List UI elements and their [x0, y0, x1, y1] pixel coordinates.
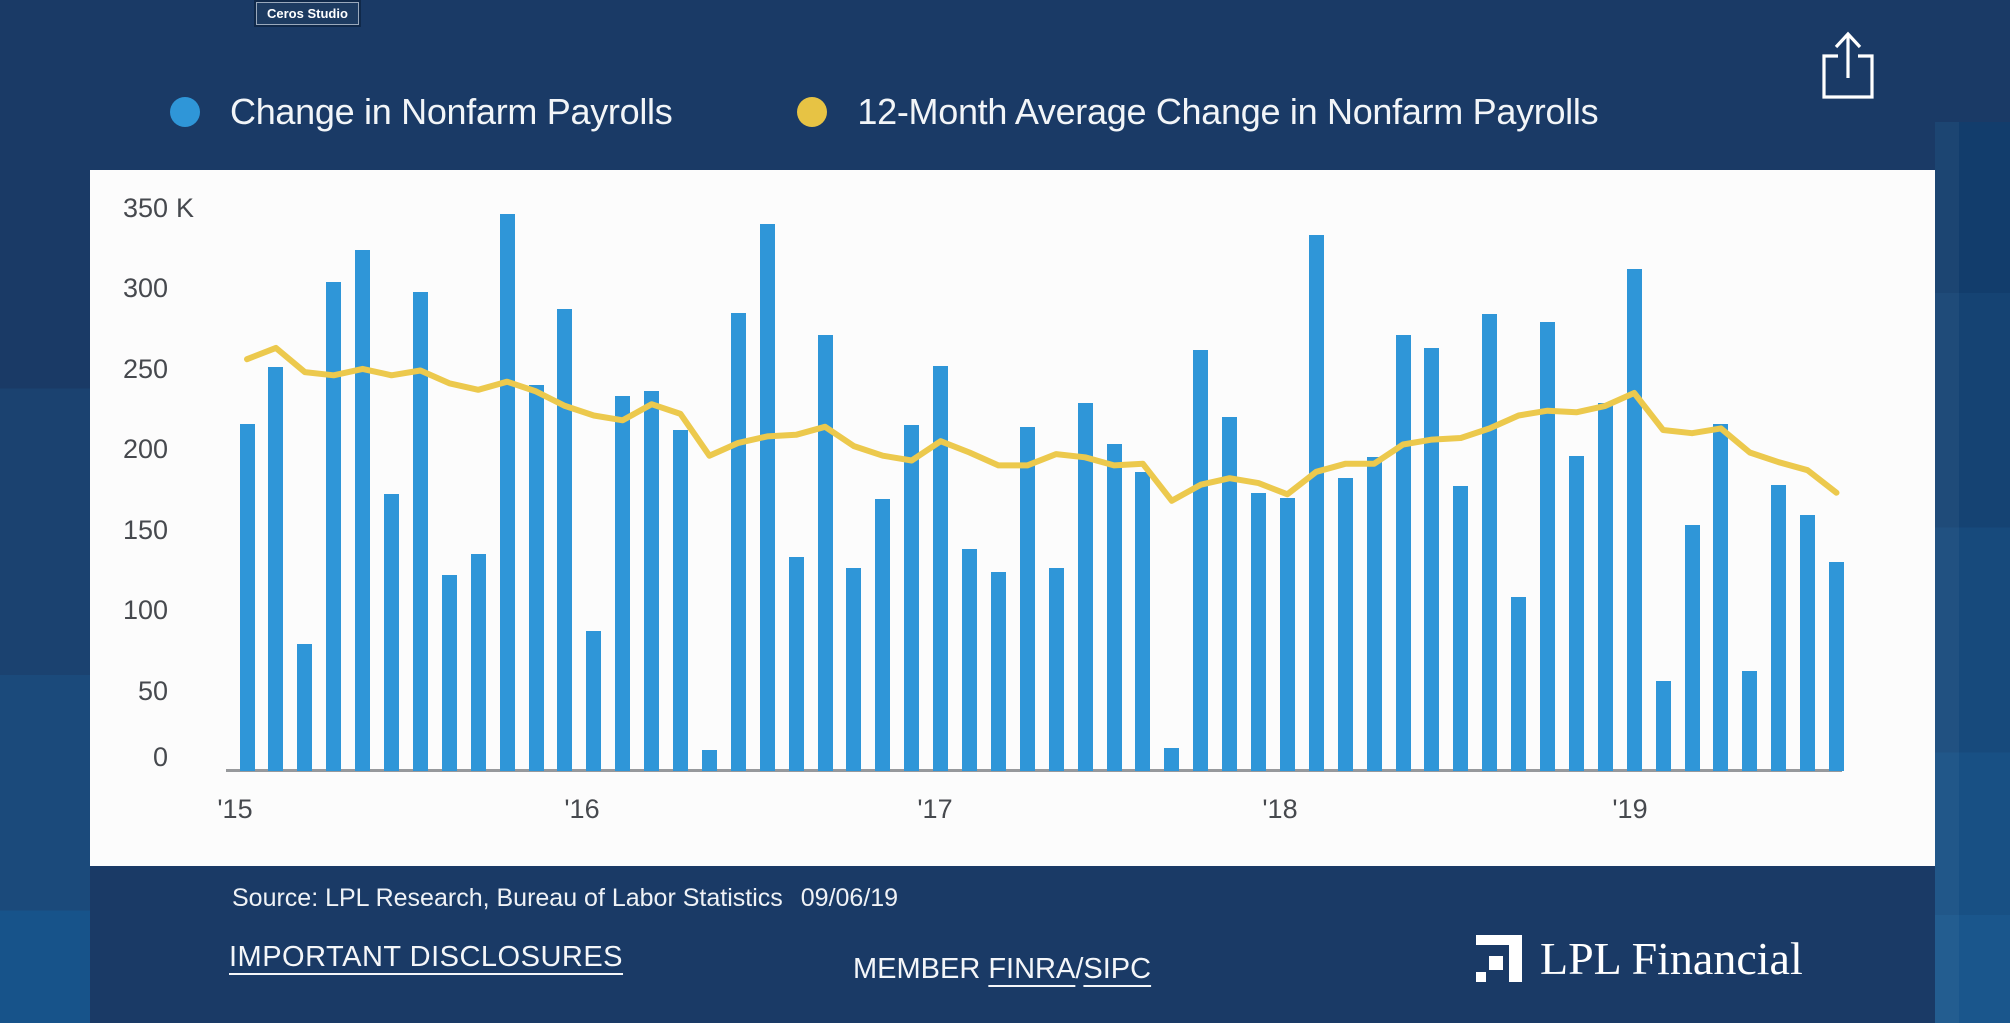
payrolls-bar: [297, 643, 313, 771]
payrolls-bar: [499, 214, 515, 771]
payrolls-bar: [875, 499, 891, 771]
share-icon[interactable]: [1812, 26, 1884, 104]
legend-label-average: 12-Month Average Change in Nonfarm Payro…: [857, 91, 1599, 132]
member-slash: /: [1075, 953, 1084, 985]
payrolls-bar: [326, 282, 342, 771]
payrolls-bar: [990, 571, 1006, 771]
ceros-studio-badge[interactable]: Ceros Studio: [256, 2, 359, 25]
payrolls-bar: [1337, 478, 1353, 771]
x-axis-year-label: '19: [1612, 794, 1648, 824]
payrolls-bar: [1048, 568, 1064, 771]
payrolls-bar: [1193, 349, 1209, 771]
payrolls-bar: [1395, 335, 1411, 771]
payrolls-bar: [1655, 680, 1671, 771]
y-axis-tick-label: 50: [137, 675, 168, 706]
payrolls-bar: [1568, 455, 1584, 771]
payrolls-bar: [1135, 471, 1151, 771]
x-axis-year-label: '15: [217, 794, 253, 824]
payrolls-bar: [268, 367, 284, 771]
source-label: Source: LPL Research, Bureau of Labor St…: [232, 884, 783, 912]
y-axis-tick-label: 350 K: [122, 193, 195, 223]
payrolls-bar: [1308, 235, 1324, 771]
payrolls-bar: [644, 391, 660, 771]
payrolls-bar: [528, 384, 544, 771]
payrolls-bar: [1251, 492, 1266, 771]
payrolls-bar: [1713, 423, 1729, 771]
chart-legend: Change in Nonfarm Payrolls 12-Month Aver…: [170, 88, 1599, 136]
payrolls-bar: [701, 750, 717, 771]
x-axis-year-label: '18: [1262, 794, 1298, 824]
x-axis-year-label: '17: [917, 794, 953, 824]
payrolls-bar: [1540, 322, 1555, 771]
y-axis-unit-suffix: K: [176, 193, 195, 223]
finra-link[interactable]: FINRA: [988, 953, 1076, 985]
member-finra-sipc: MEMBER FINRA/SIPC: [853, 953, 1151, 986]
sipc-link[interactable]: SIPC: [1083, 953, 1152, 985]
y-axis-tick-label: 200: [122, 434, 168, 465]
legend-label-payrolls: Change in Nonfarm Payrolls: [230, 91, 673, 132]
payrolls-bar: [1597, 402, 1613, 771]
lpl-financial-logo: LPL Financial: [1476, 932, 1803, 985]
payrolls-bar: [355, 249, 371, 771]
payrolls-bar: [1279, 497, 1295, 771]
payrolls-bar: [1771, 484, 1787, 771]
important-disclosures-link[interactable]: IMPORTANT DISCLOSURES: [229, 941, 624, 973]
left-accent-band: [0, 0, 90, 1023]
payrolls-bar: [673, 429, 688, 771]
lpl-logo-text: LPL Financial: [1540, 933, 1803, 984]
payrolls-bar: [1366, 457, 1382, 771]
y-axis-tick-label: 0: [152, 742, 168, 772]
y-axis-tick-label: 150: [122, 514, 168, 545]
payrolls-bar: [1829, 561, 1844, 771]
payrolls-bar: [1453, 486, 1469, 771]
y-axis-tick-label: 250: [122, 353, 168, 384]
x-axis-year-label: '16: [564, 794, 600, 824]
payrolls-bar: [586, 631, 602, 771]
ceros-studio-label: Ceros Studio: [267, 6, 348, 21]
payrolls-bar: [1482, 314, 1498, 771]
member-prefix: MEMBER: [853, 953, 989, 985]
lpl-logo-mark-icon: [1476, 935, 1522, 982]
payrolls-bar: [788, 557, 804, 771]
legend-dot-average-icon: [797, 97, 828, 127]
payrolls-bar: [962, 549, 977, 771]
payrolls-bar: [759, 224, 775, 771]
nonfarm-payrolls-chart: 350 K 300 250 200 150 100 50 0 '15 '16 '17 '18 '19: [90, 170, 1935, 866]
share-export-icon-svg: [1822, 31, 1874, 99]
payrolls-bar: [1106, 444, 1122, 771]
source-note: Source: LPL Research, Bureau of Labor St…: [232, 884, 898, 913]
payrolls-bar: [1626, 269, 1642, 771]
payrolls-bar: [384, 494, 399, 771]
payrolls-bar: [557, 309, 573, 771]
payrolls-bar: [470, 553, 486, 771]
payrolls-bar: [817, 335, 833, 771]
y-axis-tick-label: 300: [122, 273, 168, 304]
payrolls-bar: [1684, 524, 1700, 771]
payrolls-bar: [1222, 417, 1238, 771]
payrolls-bar: [904, 425, 920, 771]
payrolls-bar: [1800, 515, 1816, 771]
payrolls-bar: [615, 396, 631, 771]
payrolls-bar: [412, 291, 428, 771]
payrolls-bar: [1164, 748, 1180, 771]
source-date: 09/06/19: [800, 884, 899, 912]
payrolls-bar: [1742, 671, 1758, 771]
payrolls-bar: [846, 568, 862, 771]
y-axis-tick-label: 100: [122, 595, 168, 626]
payrolls-bar: [1511, 597, 1527, 771]
payrolls-bar: [1424, 347, 1440, 771]
payrolls-bar: [1077, 402, 1093, 771]
payrolls-bar: [933, 365, 949, 771]
right-accent-band: [1935, 122, 2010, 1023]
payrolls-bar: [1019, 426, 1035, 771]
legend-dot-payrolls-icon: [170, 97, 200, 127]
payrolls-bar: [730, 312, 746, 771]
payrolls-bar: [239, 423, 255, 771]
payrolls-bar: [441, 574, 457, 771]
